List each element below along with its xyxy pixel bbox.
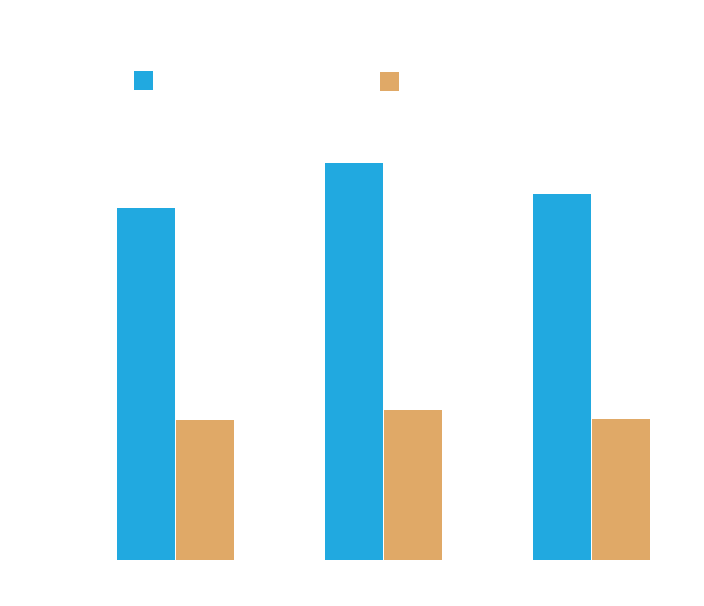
- bar-series2-cat2: [384, 410, 442, 560]
- bar-series2-cat1: [176, 420, 234, 560]
- bar-series1-cat1: [117, 208, 175, 560]
- legend-swatch-series1: [134, 71, 153, 90]
- bar-series1-cat2: [325, 163, 383, 560]
- bar-series1-cat3: [533, 194, 591, 560]
- bar-series2-cat3: [592, 419, 650, 560]
- legend-swatch-series2: [380, 72, 399, 91]
